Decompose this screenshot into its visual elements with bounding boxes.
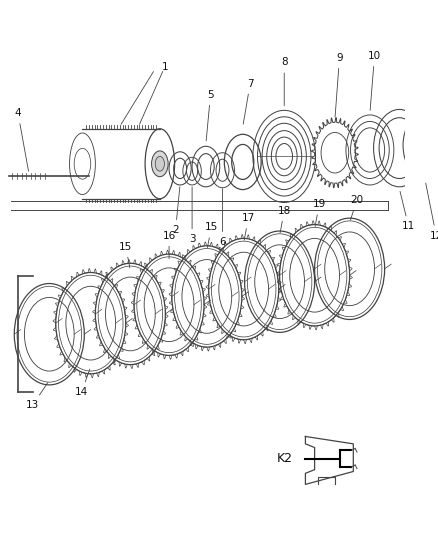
Text: 12: 12 [426,183,438,240]
Text: 5: 5 [206,90,214,141]
Text: 3: 3 [189,187,195,244]
Text: 11: 11 [400,191,415,231]
Text: 15: 15 [119,241,132,268]
Ellipse shape [155,156,164,171]
Text: 15: 15 [205,222,218,248]
Text: 19: 19 [313,199,326,227]
Ellipse shape [152,151,168,176]
Text: 4: 4 [14,108,28,171]
Text: 6: 6 [219,189,226,247]
Text: 2: 2 [172,187,180,235]
Text: 9: 9 [335,53,343,117]
Text: 7: 7 [243,79,254,124]
Text: 10: 10 [368,51,381,110]
Text: 14: 14 [75,369,90,397]
Text: 8: 8 [281,58,287,106]
Text: 1: 1 [162,62,169,72]
Text: 16: 16 [162,231,176,259]
Text: K2: K2 [277,452,293,465]
Text: 20: 20 [350,195,364,220]
Text: 18: 18 [278,206,291,233]
Text: 13: 13 [26,383,48,410]
Text: 17: 17 [242,213,255,240]
